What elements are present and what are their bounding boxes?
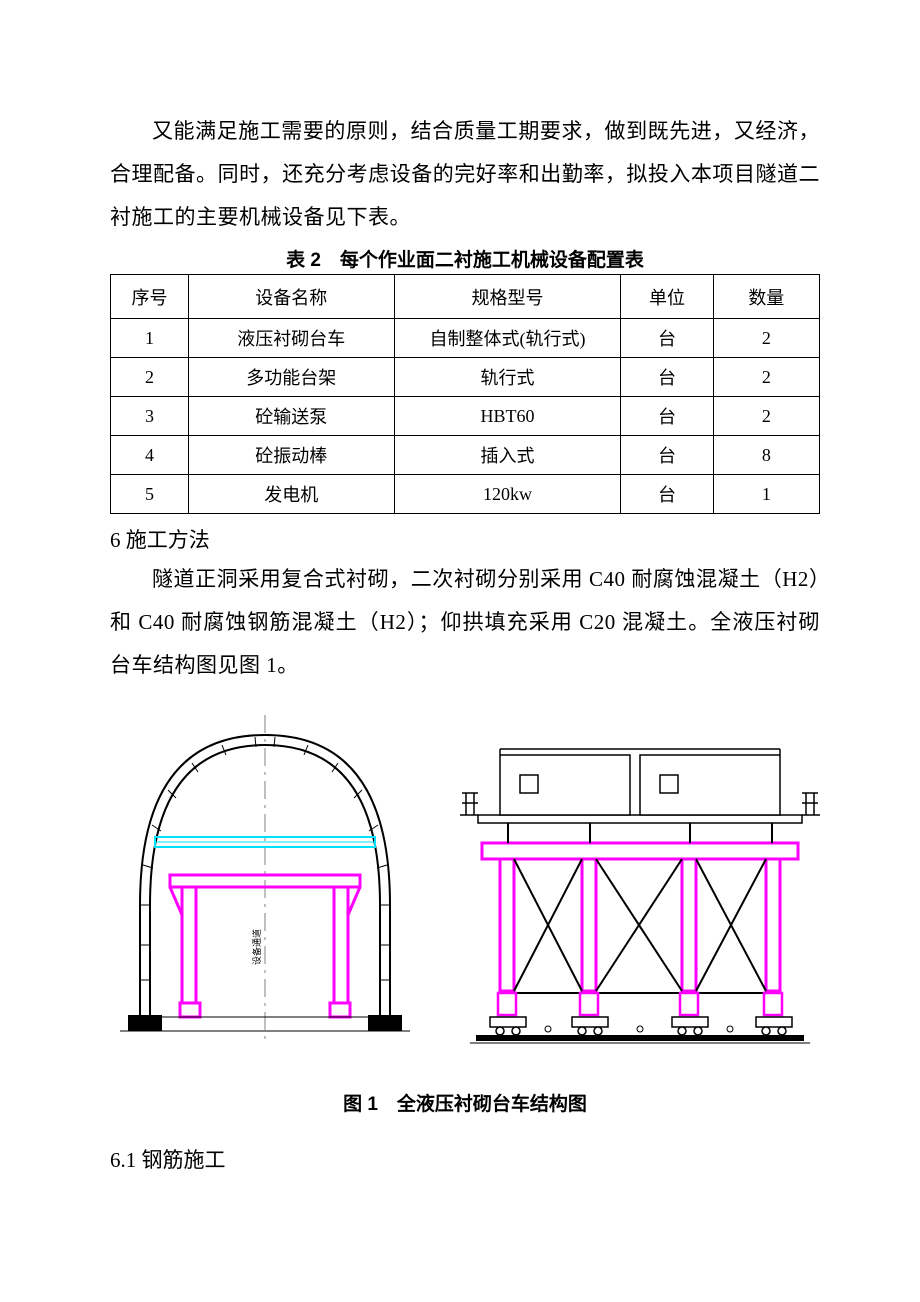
- cell-spec: HBT60: [394, 397, 621, 436]
- method-paragraph: 隧道正洞采用复合式衬砌，二次衬砌分别采用 C40 耐腐蚀混凝土（H2）和 C40…: [110, 558, 820, 687]
- th-qty: 数量: [713, 275, 819, 319]
- table-header-row: 序号 设备名称 规格型号 单位 数量: [111, 275, 820, 319]
- th-seq: 序号: [111, 275, 189, 319]
- vertical-label: 设备通道: [251, 929, 262, 965]
- cell-unit: 台: [621, 358, 713, 397]
- cell-spec: 插入式: [394, 436, 621, 475]
- cell-qty: 8: [713, 436, 819, 475]
- magenta-girder: [482, 843, 798, 859]
- black-bracing: [498, 859, 782, 993]
- cell-unit: 台: [621, 319, 713, 358]
- magenta-feet: [498, 993, 782, 1015]
- table-body: 1液压衬砌台车自制整体式(轨行式)台22多功能台架轨行式台23砼输送泵HBT60…: [111, 319, 820, 514]
- table-row: 3砼输送泵HBT60台2: [111, 397, 820, 436]
- table-row: 2多功能台架轨行式台2: [111, 358, 820, 397]
- section-6-heading: 6 施工方法: [110, 524, 820, 554]
- figure-1-caption: 图 1 全液压衬砌台车结构图: [110, 1089, 820, 1116]
- base-block-r: [368, 1015, 402, 1031]
- equipment-table: 序号 设备名称 规格型号 单位 数量 1液压衬砌台车自制整体式(轨行式)台22多…: [110, 274, 820, 514]
- table-row: 5发电机120kw台1: [111, 475, 820, 514]
- th-unit: 单位: [621, 275, 713, 319]
- cell-qty: 2: [713, 358, 819, 397]
- cell-unit: 台: [621, 475, 713, 514]
- table-caption: 表 2 每个作业面二衬施工机械设备配置表: [110, 245, 820, 272]
- section-6-1-heading: 6.1 钢筋施工: [110, 1144, 820, 1174]
- figure-1-cross-section: 设备通道: [110, 715, 420, 1045]
- cell-spec: 自制整体式(轨行式): [394, 319, 621, 358]
- cell-spec: 120kw: [394, 475, 621, 514]
- cell-name: 砼输送泵: [188, 397, 394, 436]
- cell-unit: 台: [621, 436, 713, 475]
- figure-1-side-elevation: [460, 735, 820, 1045]
- base-block-l: [128, 1015, 162, 1031]
- upper-boxes: [500, 749, 780, 815]
- cell-seq: 2: [111, 358, 189, 397]
- cell-spec: 轨行式: [394, 358, 621, 397]
- th-name: 设备名称: [188, 275, 394, 319]
- side-svg: [460, 735, 820, 1045]
- table-row: 4砼振动棒插入式台8: [111, 436, 820, 475]
- cell-unit: 台: [621, 397, 713, 436]
- table-row: 1液压衬砌台车自制整体式(轨行式)台2: [111, 319, 820, 358]
- th-spec: 规格型号: [394, 275, 621, 319]
- cell-seq: 5: [111, 475, 189, 514]
- cell-seq: 3: [111, 397, 189, 436]
- cell-seq: 1: [111, 319, 189, 358]
- cell-qty: 1: [713, 475, 819, 514]
- figure-1-wrap: 设备通道: [110, 715, 820, 1045]
- cell-name: 发电机: [188, 475, 394, 514]
- cell-qty: 2: [713, 397, 819, 436]
- upper-posts: [508, 823, 772, 843]
- intro-paragraph: 又能满足施工需要的原则，结合质量工期要求，做到既先进，又经济，合理配备。同时，还…: [110, 110, 820, 239]
- cell-name: 多功能台架: [188, 358, 394, 397]
- cell-qty: 2: [713, 319, 819, 358]
- cell-seq: 4: [111, 436, 189, 475]
- rail-base: [476, 1035, 804, 1041]
- cross-section-svg: 设备通道: [110, 715, 420, 1045]
- cell-name: 砼振动棒: [188, 436, 394, 475]
- cell-name: 液压衬砌台车: [188, 319, 394, 358]
